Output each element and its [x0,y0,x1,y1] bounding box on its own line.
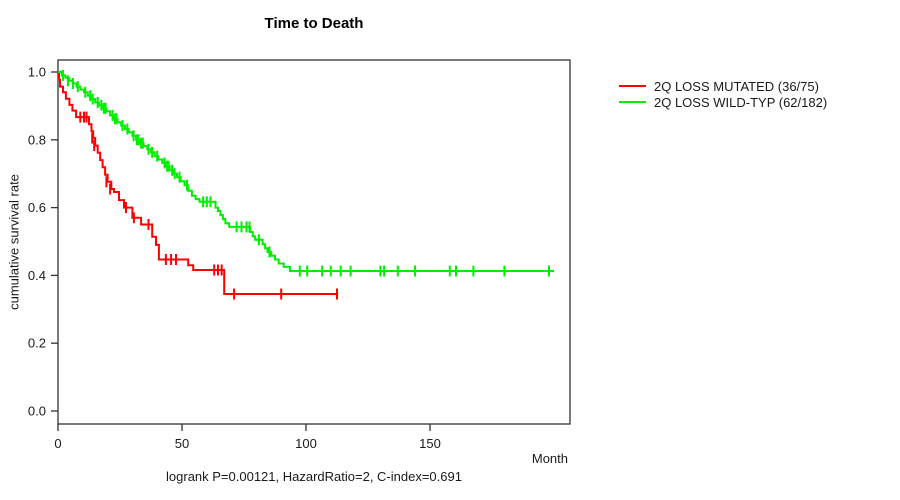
x-tick-label: 150 [419,436,441,451]
x-tick-label: 0 [54,436,61,451]
y-tick-label: 0.4 [28,268,46,283]
x-axis-title: Month [531,451,568,466]
legend-label: 2Q LOSS WILD-TYP (62/182) [654,94,828,110]
y-tick-label: 0.6 [28,200,46,215]
y-tick-label: 0.2 [28,336,46,351]
x-tick-label: 50 [175,436,189,451]
plot-box [57,59,571,425]
y-tick-label: 0.8 [28,132,46,147]
legend-line-swatch [619,85,646,87]
legend-row: 2Q LOSS MUTATED (36/75) [619,78,827,94]
x-tick-label: 100 [295,436,317,451]
survival-curve-mutated [58,71,339,295]
legend-row: 2Q LOSS WILD-TYP (62/182) [619,94,828,110]
y-tick-label: 1.0 [28,65,46,80]
legend-line-swatch [619,101,646,103]
legend-label: 2Q LOSS MUTATED (36/75) [654,78,819,94]
legend: 2Q LOSS MUTATED (36/75) 2Q LOSS WILD-TYP … [619,78,828,110]
chart-title: Time to Death [264,15,364,32]
statistics-footer: logrank P=0.00121, HazardRatio=2, C-inde… [166,469,462,484]
survival-curve-wildtype [58,71,554,272]
y-tick-label: 0.0 [28,404,46,419]
